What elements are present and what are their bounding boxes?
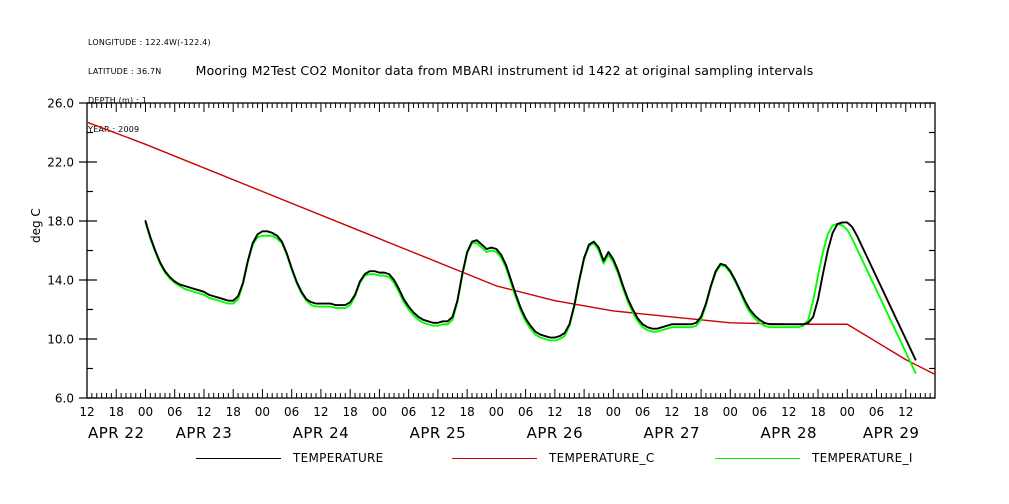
- x-axis-date-label: APR 24: [293, 424, 350, 442]
- x-axis-hour-label: 18: [810, 405, 825, 419]
- legend-color-swatch: [715, 457, 800, 459]
- legend-item[interactable]: TEMPERATURE_C: [452, 448, 655, 468]
- series-line-temperature_i: [144, 221, 917, 374]
- y-axis-tick-label: 6.0: [55, 392, 74, 406]
- x-axis-date-label: APR 27: [644, 424, 701, 442]
- y-axis-tick-label: 18.0: [47, 215, 74, 229]
- x-axis-date-label: APR 26: [527, 424, 584, 442]
- metadata-year: YEAR : 2009: [88, 124, 140, 134]
- x-axis-hour-label: 00: [606, 405, 621, 419]
- x-axis-hour-label: 18: [576, 405, 591, 419]
- x-axis-date-label: APR 28: [760, 424, 817, 442]
- x-axis-hour-label: 12: [664, 405, 679, 419]
- legend-label: TEMPERATURE_C: [549, 451, 655, 465]
- x-axis-hour-label: 06: [635, 405, 650, 419]
- x-axis-hour-label: 12: [196, 405, 211, 419]
- x-axis-hour-label: 00: [840, 405, 855, 419]
- x-axis-hour-label: 00: [489, 405, 504, 419]
- x-axis-hour-label: 18: [459, 405, 474, 419]
- x-axis-hour-label: 06: [167, 405, 182, 419]
- metadata-latitude: LATITUDE : 36.7N: [88, 66, 162, 76]
- legend-label: TEMPERATURE: [293, 451, 384, 465]
- x-axis-hour-label: 12: [781, 405, 796, 419]
- x-axis-hour-label: 06: [518, 405, 533, 419]
- x-axis-date-label: APR 22: [88, 424, 145, 442]
- x-axis-hour-label: 18: [226, 405, 241, 419]
- plot-frame: [86, 102, 936, 399]
- x-axis-hour-label: 12: [430, 405, 445, 419]
- x-axis-hour-label: 00: [138, 405, 153, 419]
- y-axis-tick-label: 14.0: [47, 274, 74, 288]
- chart-title: Mooring M2Test CO2 Monitor data from MBA…: [195, 63, 814, 78]
- metadata-depth: DEPTH (m) : 1: [88, 95, 147, 105]
- x-axis-hour-label: 18: [109, 405, 124, 419]
- x-axis-hour-label: 06: [401, 405, 416, 419]
- x-axis-hour-label: 00: [255, 405, 270, 419]
- metadata-longitude: LONGITUDE : 122.4W(-122.4): [88, 38, 211, 48]
- x-axis-date-label: APR 25: [410, 424, 467, 442]
- x-axis-date-label: APR 29: [863, 424, 920, 442]
- x-axis-hour-label: 06: [284, 405, 299, 419]
- chart-legend: TEMPERATURE TEMPERATURE_C TEMPERATURE_I: [0, 448, 1009, 470]
- x-axis-hour-label: 00: [372, 405, 387, 419]
- x-axis-hour-label: 12: [79, 405, 94, 419]
- legend-item[interactable]: TEMPERATURE: [196, 448, 384, 468]
- x-axis-hour-label: 12: [547, 405, 562, 419]
- y-axis-tick-label: 26.0: [47, 97, 74, 111]
- x-axis-hour-label: 06: [869, 405, 884, 419]
- metadata-block: LONGITUDE : 122.4W(-122.4) LATITUDE : 36…: [88, 19, 211, 153]
- y-axis-tick-label: 22.0: [47, 156, 74, 170]
- y-axis-tick-label: 10.0: [47, 333, 74, 347]
- series-line-temperature: [144, 220, 917, 361]
- legend-color-swatch: [452, 457, 537, 459]
- legend-label: TEMPERATURE_I: [812, 451, 913, 465]
- x-axis-hour-label: 00: [723, 405, 738, 419]
- x-axis-hour-label: 06: [752, 405, 767, 419]
- legend-color-swatch: [196, 457, 281, 459]
- x-axis-hour-label: 12: [898, 405, 913, 419]
- x-axis-hour-label: 12: [313, 405, 328, 419]
- x-axis-hour-label: 18: [693, 405, 708, 419]
- legend-item[interactable]: TEMPERATURE_I: [715, 448, 913, 468]
- series-line-temperature_c: [87, 121, 935, 376]
- x-axis-hour-label: 18: [343, 405, 358, 419]
- x-axis-date-label: APR 23: [176, 424, 233, 442]
